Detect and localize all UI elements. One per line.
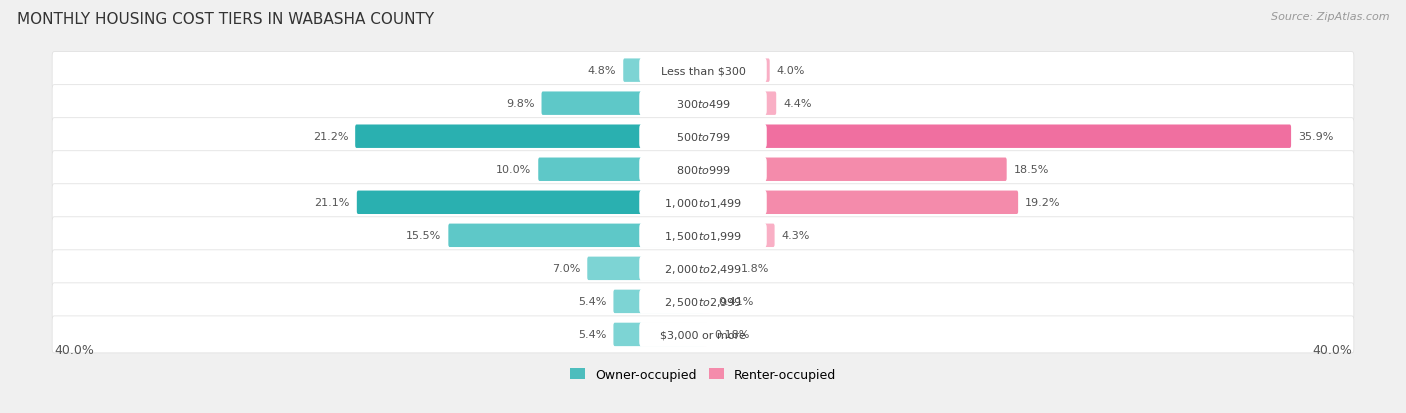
Text: 10.0%: 10.0% [496, 165, 531, 175]
Text: $500 to $799: $500 to $799 [675, 131, 731, 143]
FancyBboxPatch shape [52, 85, 1354, 122]
FancyBboxPatch shape [588, 257, 704, 280]
Text: 0.18%: 0.18% [714, 330, 749, 339]
FancyBboxPatch shape [702, 92, 776, 116]
FancyBboxPatch shape [52, 283, 1354, 320]
Text: 40.0%: 40.0% [1312, 343, 1353, 356]
FancyBboxPatch shape [702, 323, 707, 346]
Text: 4.0%: 4.0% [776, 66, 804, 76]
FancyBboxPatch shape [640, 322, 766, 347]
Text: 18.5%: 18.5% [1014, 165, 1049, 175]
Text: MONTHLY HOUSING COST TIERS IN WABASHA COUNTY: MONTHLY HOUSING COST TIERS IN WABASHA CO… [17, 12, 434, 27]
FancyBboxPatch shape [702, 257, 734, 280]
Text: $2,500 to $2,999: $2,500 to $2,999 [664, 295, 742, 308]
Text: 35.9%: 35.9% [1298, 132, 1333, 142]
FancyBboxPatch shape [357, 191, 704, 214]
FancyBboxPatch shape [449, 224, 704, 247]
Text: Source: ZipAtlas.com: Source: ZipAtlas.com [1271, 12, 1389, 22]
Text: $300 to $499: $300 to $499 [675, 98, 731, 110]
Text: 15.5%: 15.5% [406, 231, 441, 241]
Text: 0.41%: 0.41% [718, 297, 754, 306]
FancyBboxPatch shape [613, 323, 704, 346]
Text: 7.0%: 7.0% [553, 264, 581, 274]
FancyBboxPatch shape [702, 290, 711, 313]
FancyBboxPatch shape [640, 223, 766, 248]
FancyBboxPatch shape [541, 92, 704, 116]
FancyBboxPatch shape [356, 125, 704, 149]
FancyBboxPatch shape [52, 217, 1354, 254]
Text: 19.2%: 19.2% [1025, 198, 1060, 208]
Text: $1,500 to $1,999: $1,500 to $1,999 [664, 229, 742, 242]
FancyBboxPatch shape [52, 250, 1354, 287]
FancyBboxPatch shape [702, 125, 1291, 149]
FancyBboxPatch shape [613, 290, 704, 313]
Text: 5.4%: 5.4% [578, 297, 606, 306]
Text: 21.2%: 21.2% [312, 132, 349, 142]
FancyBboxPatch shape [640, 256, 766, 281]
FancyBboxPatch shape [52, 119, 1354, 155]
Text: 4.3%: 4.3% [782, 231, 810, 241]
Text: 5.4%: 5.4% [578, 330, 606, 339]
FancyBboxPatch shape [702, 224, 775, 247]
FancyBboxPatch shape [640, 125, 766, 149]
FancyBboxPatch shape [702, 191, 1018, 214]
Text: 21.1%: 21.1% [315, 198, 350, 208]
FancyBboxPatch shape [640, 289, 766, 314]
FancyBboxPatch shape [52, 152, 1354, 188]
FancyBboxPatch shape [52, 52, 1354, 90]
FancyBboxPatch shape [538, 158, 704, 182]
Text: $1,000 to $1,499: $1,000 to $1,499 [664, 196, 742, 209]
Legend: Owner-occupied, Renter-occupied: Owner-occupied, Renter-occupied [569, 368, 837, 381]
Text: 40.0%: 40.0% [53, 343, 94, 356]
Text: 9.8%: 9.8% [506, 99, 534, 109]
Text: $800 to $999: $800 to $999 [675, 164, 731, 176]
Text: Less than $300: Less than $300 [661, 66, 745, 76]
FancyBboxPatch shape [640, 157, 766, 182]
FancyBboxPatch shape [702, 59, 769, 83]
FancyBboxPatch shape [702, 158, 1007, 182]
Text: $2,000 to $2,499: $2,000 to $2,499 [664, 262, 742, 275]
FancyBboxPatch shape [52, 316, 1354, 353]
FancyBboxPatch shape [640, 190, 766, 215]
FancyBboxPatch shape [623, 59, 704, 83]
FancyBboxPatch shape [640, 59, 766, 83]
Text: 4.4%: 4.4% [783, 99, 811, 109]
FancyBboxPatch shape [52, 184, 1354, 221]
Text: 1.8%: 1.8% [741, 264, 769, 274]
Text: 4.8%: 4.8% [588, 66, 616, 76]
FancyBboxPatch shape [640, 92, 766, 116]
Text: $3,000 or more: $3,000 or more [661, 330, 745, 339]
